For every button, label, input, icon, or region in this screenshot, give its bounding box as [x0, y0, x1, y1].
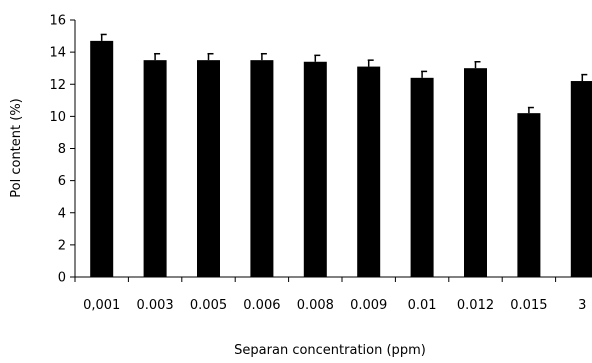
bar: [303, 61, 327, 278]
y-tick-label: 0: [58, 271, 66, 286]
bar: [197, 60, 220, 277]
y-axis-title: Pol content (%): [9, 98, 24, 197]
y-tick-label: 6: [58, 174, 66, 189]
bar: [410, 77, 434, 277]
bar: [250, 60, 274, 277]
y-tick-label: 10: [49, 110, 66, 125]
x-tick-label: 0.01: [408, 298, 437, 313]
bar: [464, 68, 487, 277]
bars: 0,001 0.003 0.005 0.006 0.008 0.009 0.01 0.012 0…: [83, 33, 592, 313]
y-tick-label: 14: [49, 46, 66, 61]
x-tick-label: 3: [578, 298, 586, 313]
x-axis-title: Separan concentration (ppm): [234, 343, 426, 358]
x-tick-label: 0.015: [510, 298, 547, 313]
x-tick-label: 0.012: [457, 298, 494, 313]
bar: [90, 40, 114, 277]
bar: [517, 113, 541, 277]
y-tick-label: 2: [58, 238, 66, 253]
y-axis: 0 2 4 6 8 10 12 14 16: [49, 14, 76, 286]
bar: [570, 81, 592, 277]
bar: [143, 60, 167, 277]
y-tick-label: 4: [58, 206, 66, 221]
x-axis: [74, 276, 592, 282]
bar: [357, 66, 381, 277]
x-tick-label: 0.009: [350, 298, 387, 313]
y-tick-label: 12: [49, 78, 66, 93]
y-tick-label: 16: [49, 14, 66, 29]
y-tick-label: 8: [58, 142, 66, 157]
x-tick-label: 0.003: [136, 298, 173, 313]
x-tick-label: 0.006: [243, 298, 280, 313]
x-tick-label: 0.005: [190, 298, 227, 313]
x-tick-label: 0.008: [297, 298, 334, 313]
x-tick-label: 0,001: [83, 298, 120, 313]
